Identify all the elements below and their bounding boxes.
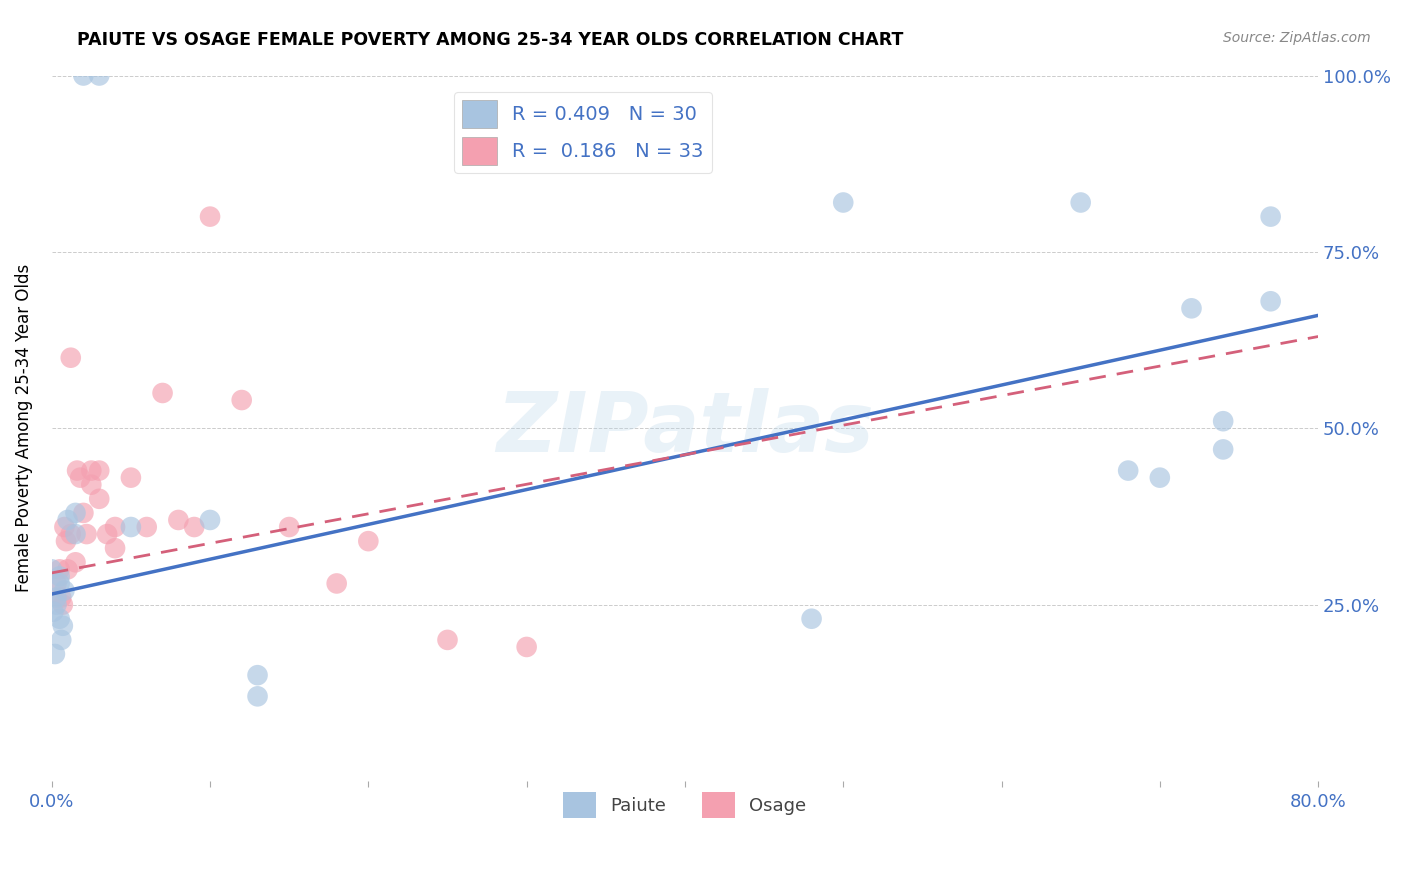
Point [69,470,91,484]
Point [246,690,269,704]
Point [65,506,87,520]
Point [198,210,221,224]
Point [48,576,70,591]
Point [66,464,89,478]
Point [42,605,65,619]
Point [1149,470,1171,484]
Point [89,69,111,83]
Point [45,576,67,591]
Point [436,632,458,647]
Point [278,520,301,534]
Point [89,491,111,506]
Point [76,527,98,541]
Point [56,513,79,527]
Point [44,647,66,661]
Text: ZIPatlas: ZIPatlas [496,388,875,469]
Point [800,612,823,626]
Point [48,612,70,626]
Point [56,562,79,576]
Point [72,69,94,83]
Point [59,351,82,365]
Point [51,591,73,605]
Point [53,520,76,534]
Point [198,513,221,527]
Point [246,668,269,682]
Point [59,527,82,541]
Point [65,527,87,541]
Point [48,562,70,576]
Point [96,527,118,541]
Point [120,520,142,534]
Text: Source: ZipAtlas.com: Source: ZipAtlas.com [1223,31,1371,45]
Point [832,195,855,210]
Point [1260,210,1282,224]
Point [52,598,75,612]
Point [120,470,142,484]
Point [183,520,205,534]
Legend: Paiute, Osage: Paiute, Osage [557,785,814,825]
Point [1212,414,1234,428]
Point [1180,301,1202,316]
Point [48,569,70,583]
Text: PAIUTE VS OSAGE FEMALE POVERTY AMONG 25-34 YEAR OLDS CORRELATION CHART: PAIUTE VS OSAGE FEMALE POVERTY AMONG 25-… [77,31,904,49]
Point [52,619,75,633]
Point [325,576,347,591]
Point [65,555,87,569]
Point [80,464,103,478]
Point [231,392,253,407]
Point [357,534,380,549]
Point [72,506,94,520]
Point [167,513,190,527]
Point [45,591,67,605]
Point [80,477,103,491]
Point [1070,195,1092,210]
Point [1212,442,1234,457]
Point [104,541,127,556]
Point [135,520,157,534]
Point [152,386,174,401]
Point [89,464,111,478]
Point [104,520,127,534]
Y-axis label: Female Poverty Among 25-34 Year Olds: Female Poverty Among 25-34 Year Olds [15,264,32,592]
Point [51,632,73,647]
Point [516,640,538,654]
Point [53,583,76,598]
Point [1260,294,1282,309]
Point [45,598,67,612]
Point [55,534,77,549]
Point [41,562,63,576]
Point [1116,464,1139,478]
